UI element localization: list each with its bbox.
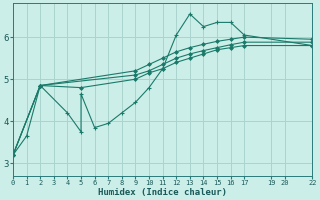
X-axis label: Humidex (Indice chaleur): Humidex (Indice chaleur) bbox=[98, 188, 227, 197]
